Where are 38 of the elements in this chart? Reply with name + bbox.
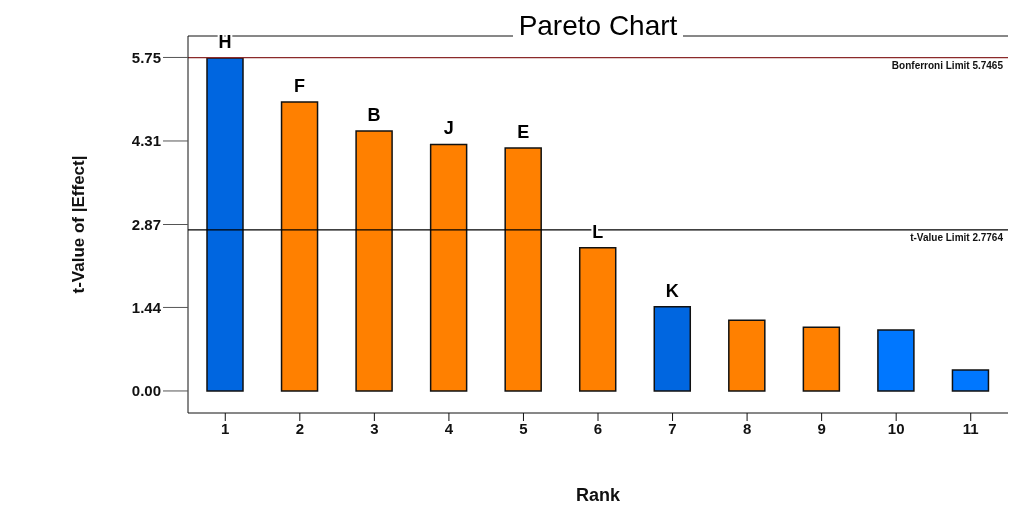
bar [504, 147, 542, 392]
x-tick-label: 10 [887, 419, 905, 437]
data-label: H [218, 32, 232, 53]
y-tick-label: 0.00 [131, 382, 161, 400]
x-tick-label: 11 [962, 419, 979, 437]
y-tick-label: 4.31 [131, 132, 161, 150]
chart-title: Pareto Chart [512, 10, 684, 41]
data-label: E [517, 121, 530, 142]
x-tick-label: 6 [593, 419, 603, 437]
ref-line-label: t-Value Limit 2.7764 [910, 231, 1004, 243]
y-tick-label: 5.75 [131, 48, 161, 66]
y-tick-label: 2.87 [131, 215, 161, 233]
data-label: F [294, 76, 306, 97]
x-tick-label: 3 [370, 419, 379, 437]
x-tick-label: 8 [742, 419, 752, 437]
x-tick-label: 1 [221, 419, 230, 437]
bar [802, 326, 841, 392]
bar [653, 306, 692, 392]
bar [728, 319, 766, 392]
bar [355, 130, 393, 392]
x-tick-label: 7 [668, 419, 677, 437]
bar [280, 101, 319, 392]
data-label: B [367, 105, 381, 126]
x-axis-title: Rank [575, 485, 621, 505]
data-label: J [443, 118, 454, 139]
x-tick-label: 4 [444, 419, 454, 437]
bar [206, 57, 244, 392]
y-tick-label: 1.44 [131, 298, 162, 316]
bar [877, 329, 915, 392]
bar [951, 369, 990, 392]
bar [429, 143, 468, 392]
x-tick-label: 2 [295, 419, 304, 437]
y-axis-title: t-Value of |Effect| [69, 155, 89, 294]
x-tick-label: 5 [519, 419, 528, 437]
ref-line-label: Bonferroni Limit 5.7465 [891, 59, 1004, 71]
bar [578, 246, 617, 392]
data-label: K [665, 280, 679, 301]
x-tick-label: 9 [817, 419, 826, 437]
